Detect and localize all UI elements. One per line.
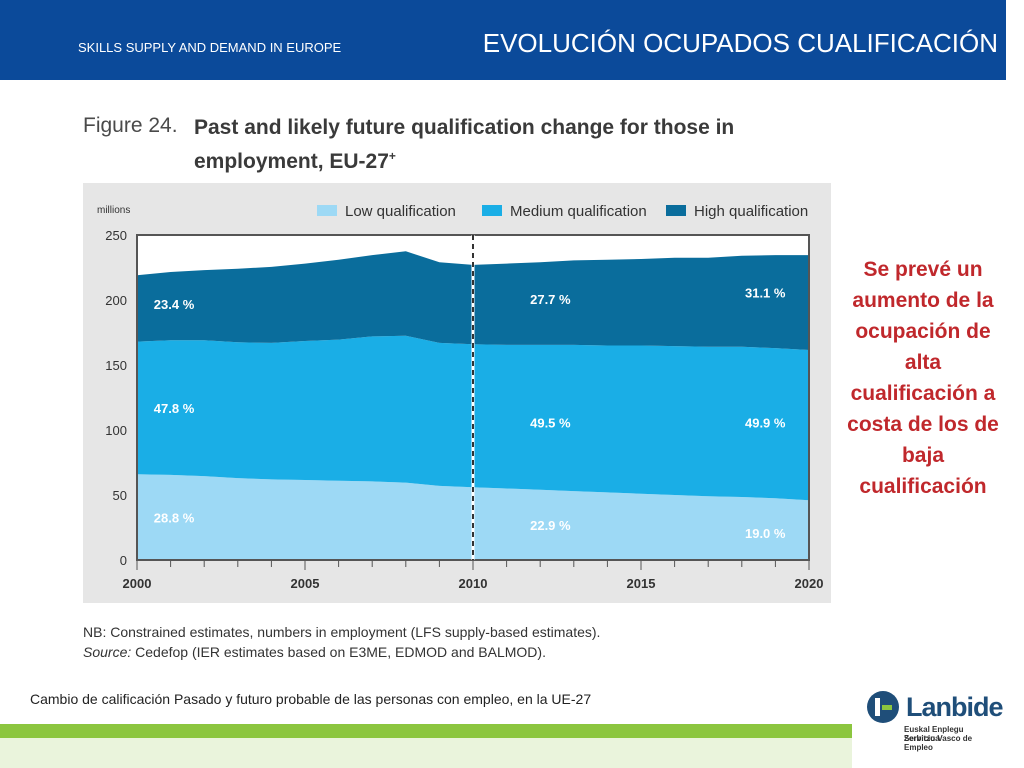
slide-title: EVOLUCIÓN OCUPADOS CUALIFICACIÓN <box>482 28 998 58</box>
figure-title-sup: + <box>388 149 396 163</box>
figure-note: NB: Constrained estimates, numbers in em… <box>83 624 601 640</box>
lanbide-logo-icon <box>867 691 899 723</box>
source-label: Source: <box>83 644 132 660</box>
data-label: 49.5 % <box>530 415 571 430</box>
legend-label-2: Medium qualification <box>510 203 647 220</box>
figure-source: Source: Cedefop (IER estimates based on … <box>83 644 546 660</box>
x-tick-label: 2005 <box>291 576 320 591</box>
y-tick-label: 0 <box>120 553 127 568</box>
x-tick-label: 2015 <box>627 576 656 591</box>
legend-label-3: High qualification <box>694 203 808 220</box>
legend-swatch-1 <box>317 205 337 216</box>
footer-green-band <box>0 724 852 738</box>
data-label: 47.8 % <box>154 401 195 416</box>
slide-caption: Cambio de calificación Pasado y futuro p… <box>30 691 592 707</box>
header-subtitle: SKILLS SUPPLY AND DEMAND IN EUROPE <box>78 40 342 55</box>
data-label: 22.9 % <box>530 518 571 533</box>
data-label: 49.9 % <box>745 415 786 430</box>
figure-title: Past and likely future qualification cha… <box>194 114 794 176</box>
data-label: 31.1 % <box>745 285 786 300</box>
callout-text: Se prevé un aumento de la ocupación de a… <box>847 258 999 498</box>
figure-number: Figure 24. <box>83 114 178 137</box>
y-tick-label: 200 <box>105 293 127 308</box>
logo-wordmark: Lanbide <box>906 692 1004 722</box>
source-text: Cedefop (IER estimates based on E3ME, ED… <box>131 644 546 660</box>
stacked-area-chart: 0 50 100 150 200 250 millions 2000 2005 2010 2015 2… <box>97 203 824 591</box>
header-bar: SKILLS SUPPLY AND DEMAND IN EUROPE EVOLU… <box>0 0 1006 80</box>
x-tick-label: 2020 <box>795 576 824 591</box>
data-label: 19.0 % <box>745 526 786 541</box>
y-tick-label: 50 <box>113 488 127 503</box>
legend-label-1: Low qualification <box>345 203 456 220</box>
figure-title-text: Past and likely future qualification cha… <box>194 116 735 173</box>
logo-line2: Servicio Vasco de Empleo <box>904 734 973 752</box>
logo-line1: Euskal Enplegu Zerbitzua <box>904 725 964 743</box>
x-tick-label: 2000 <box>123 576 152 591</box>
data-label: 28.8 % <box>154 510 195 525</box>
legend-swatch-3 <box>666 205 686 216</box>
data-label: 23.4 % <box>154 297 195 312</box>
data-label: 27.7 % <box>530 292 571 307</box>
lanbide-logo: Lanbide Euskal Enplegu Zerbitzua Servici… <box>866 688 1004 752</box>
y-unit-label: millions <box>97 205 130 216</box>
legend-swatch-2 <box>482 205 502 216</box>
y-tick-label: 100 <box>105 423 127 438</box>
y-tick-label: 150 <box>105 358 127 373</box>
x-tick-label: 2010 <box>459 576 488 591</box>
y-tick-label: 250 <box>105 228 127 243</box>
footer-light-band <box>0 738 852 768</box>
